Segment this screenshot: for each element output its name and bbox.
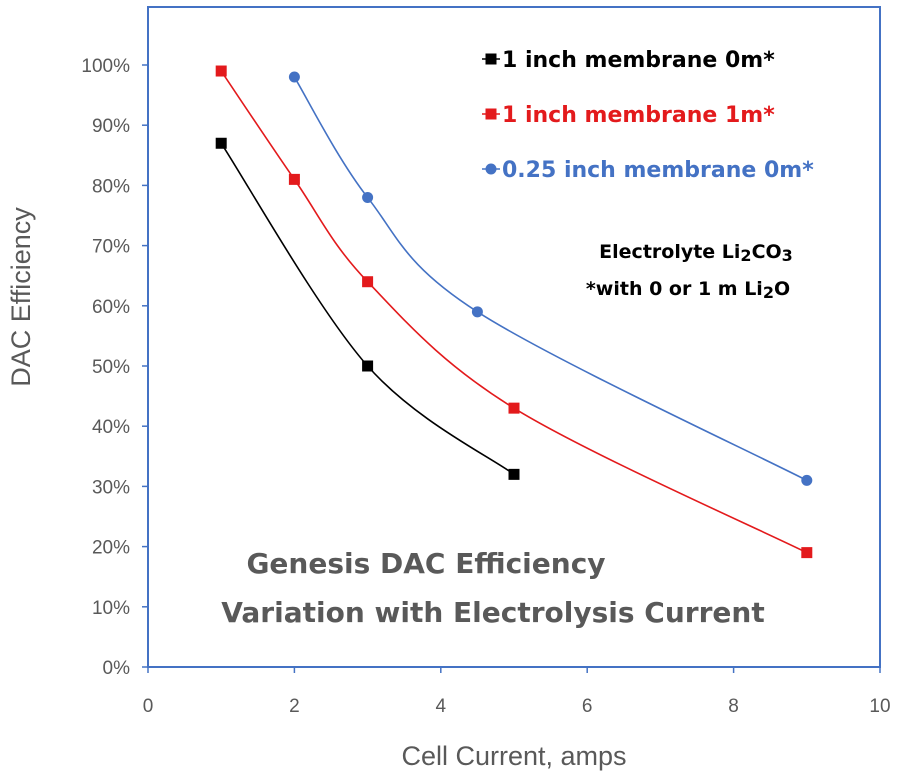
data-point	[288, 173, 300, 185]
y-tick-label: 70%	[92, 237, 130, 258]
y-tick-label: 20%	[92, 538, 130, 559]
x-axis-title: Cell Current, amps	[401, 741, 626, 771]
x-axis-ticks: 0 2 4 6 8 10	[143, 667, 891, 717]
y-tick-label: 100%	[81, 56, 130, 77]
x-tick-label: 4	[436, 696, 447, 717]
legend-marker	[485, 53, 497, 65]
x-tick-label: 2	[289, 696, 300, 717]
x-tick-label: 10	[869, 696, 890, 717]
x-tick-label: 6	[582, 696, 593, 717]
annotation-line-2: *with 0 or 1 m Li2O	[586, 278, 790, 302]
y-axis-ticks: 0% 10% 20% 30% 40% 50% 60% 70% 80% 90% 100%	[81, 56, 148, 679]
y-tick-label: 10%	[92, 598, 130, 619]
series-lines	[220, 70, 808, 554]
data-point	[362, 191, 374, 203]
y-tick-label: 30%	[92, 477, 130, 498]
y-axis-title: DAC Efficiency	[6, 207, 36, 387]
legend-label: 1 inch membrane 1m*	[502, 103, 775, 128]
y-tick-label: 90%	[92, 116, 130, 137]
y-tick-label: 40%	[92, 417, 130, 438]
data-point	[508, 468, 520, 480]
chart-title-line-2: Variation with Electrolysis Current	[221, 596, 764, 629]
data-point	[471, 306, 483, 318]
legend-marker	[485, 108, 497, 120]
legend-label: 1 inch membrane 0m*	[502, 48, 775, 73]
legend-label: 0.25 inch membrane 0m*	[502, 158, 814, 183]
y-tick-label: 50%	[92, 357, 130, 378]
data-point	[801, 474, 813, 486]
data-point	[508, 402, 520, 414]
y-tick-label: 0%	[103, 658, 131, 679]
series-markers	[215, 65, 813, 559]
series-line-1	[220, 70, 808, 554]
y-tick-label: 80%	[92, 176, 130, 197]
y-tick-label: 60%	[92, 297, 130, 318]
data-point	[801, 547, 813, 559]
data-point	[215, 137, 227, 149]
data-point	[362, 276, 374, 288]
series-line-2	[293, 76, 808, 482]
data-point	[288, 71, 300, 83]
chart-title-line-1: Genesis DAC Efficiency	[246, 547, 605, 580]
data-point	[362, 360, 374, 372]
x-tick-label: 8	[728, 696, 739, 717]
data-point	[215, 65, 227, 77]
x-tick-label: 0	[143, 696, 154, 717]
legend: 1 inch membrane 0m* 1 inch membrane 1m* 0.…	[482, 48, 814, 183]
legend-marker	[485, 163, 497, 175]
annotation-line-1: Electrolyte Li2CO3	[599, 241, 793, 265]
chart-frame	[147, 6, 881, 668]
